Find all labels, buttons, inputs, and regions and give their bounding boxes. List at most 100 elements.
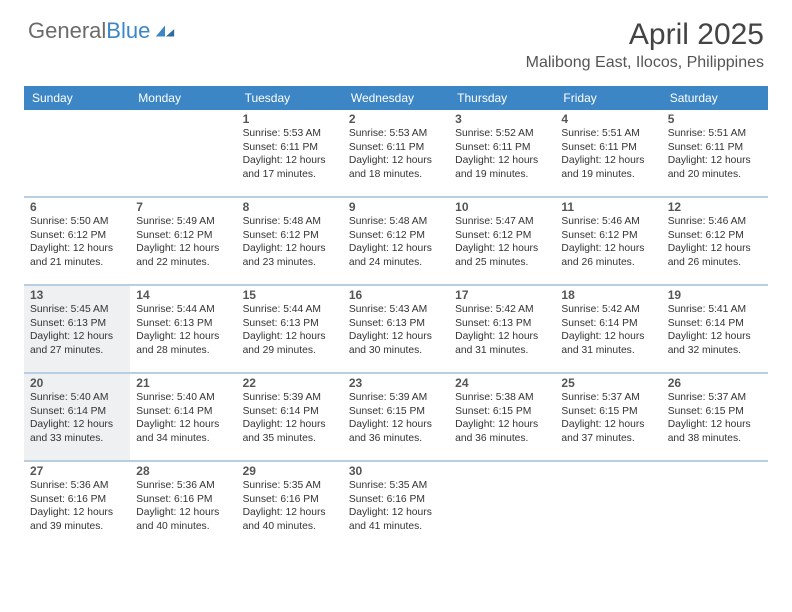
day-number: 21	[136, 376, 230, 390]
daylight-line1: Daylight: 12 hours	[668, 242, 762, 256]
sunset-text: Sunset: 6:11 PM	[561, 141, 655, 155]
day-number: 30	[349, 464, 443, 478]
day-number: 27	[30, 464, 124, 478]
calendar-cell: 3Sunrise: 5:52 AMSunset: 6:11 PMDaylight…	[449, 110, 555, 196]
brand-text: GeneralBlue	[28, 18, 150, 44]
sunset-text: Sunset: 6:16 PM	[136, 493, 230, 507]
calendar-cell: 24Sunrise: 5:38 AMSunset: 6:15 PMDayligh…	[449, 374, 555, 460]
dow-wednesday: Wednesday	[343, 86, 449, 110]
daylight-line2: and 32 minutes.	[668, 344, 762, 358]
calendar-cell: 23Sunrise: 5:39 AMSunset: 6:15 PMDayligh…	[343, 374, 449, 460]
calendar-cell: 17Sunrise: 5:42 AMSunset: 6:13 PMDayligh…	[449, 286, 555, 372]
daylight-line2: and 28 minutes.	[136, 344, 230, 358]
sunset-text: Sunset: 6:11 PM	[455, 141, 549, 155]
daylight-line1: Daylight: 12 hours	[455, 330, 549, 344]
daylight-line2: and 19 minutes.	[561, 168, 655, 182]
daylight-line1: Daylight: 12 hours	[668, 154, 762, 168]
daylight-line2: and 22 minutes.	[136, 256, 230, 270]
sunrise-text: Sunrise: 5:47 AM	[455, 215, 549, 229]
sunset-text: Sunset: 6:13 PM	[243, 317, 337, 331]
sunrise-text: Sunrise: 5:42 AM	[455, 303, 549, 317]
sunset-text: Sunset: 6:12 PM	[136, 229, 230, 243]
sunrise-text: Sunrise: 5:44 AM	[243, 303, 337, 317]
sunset-text: Sunset: 6:13 PM	[30, 317, 124, 331]
day-number: 20	[30, 376, 124, 390]
daylight-line2: and 20 minutes.	[668, 168, 762, 182]
calendar-cell: 27Sunrise: 5:36 AMSunset: 6:16 PMDayligh…	[24, 462, 130, 548]
sunrise-text: Sunrise: 5:37 AM	[561, 391, 655, 405]
sunset-text: Sunset: 6:16 PM	[30, 493, 124, 507]
daylight-line2: and 35 minutes.	[243, 432, 337, 446]
daylight-line1: Daylight: 12 hours	[30, 506, 124, 520]
day-number: 7	[136, 200, 230, 214]
day-number: 26	[668, 376, 762, 390]
calendar-cell: 25Sunrise: 5:37 AMSunset: 6:15 PMDayligh…	[555, 374, 661, 460]
day-number: 29	[243, 464, 337, 478]
daylight-line1: Daylight: 12 hours	[349, 242, 443, 256]
dow-sunday: Sunday	[24, 86, 130, 110]
daylight-line2: and 23 minutes.	[243, 256, 337, 270]
sunrise-text: Sunrise: 5:40 AM	[136, 391, 230, 405]
sunrise-text: Sunrise: 5:45 AM	[30, 303, 124, 317]
daylight-line1: Daylight: 12 hours	[561, 154, 655, 168]
calendar-cell	[24, 110, 130, 196]
calendar-cell: 12Sunrise: 5:46 AMSunset: 6:12 PMDayligh…	[662, 198, 768, 284]
dow-monday: Monday	[130, 86, 236, 110]
sunrise-text: Sunrise: 5:48 AM	[349, 215, 443, 229]
daylight-line2: and 24 minutes.	[349, 256, 443, 270]
day-number: 14	[136, 288, 230, 302]
daylight-line1: Daylight: 12 hours	[455, 154, 549, 168]
daylight-line2: and 31 minutes.	[561, 344, 655, 358]
daylight-line1: Daylight: 12 hours	[136, 418, 230, 432]
daylight-line2: and 26 minutes.	[668, 256, 762, 270]
calendar-cell: 6Sunrise: 5:50 AMSunset: 6:12 PMDaylight…	[24, 198, 130, 284]
sunrise-text: Sunrise: 5:38 AM	[455, 391, 549, 405]
day-number: 24	[455, 376, 549, 390]
daylight-line1: Daylight: 12 hours	[243, 330, 337, 344]
day-number: 25	[561, 376, 655, 390]
daylight-line2: and 21 minutes.	[30, 256, 124, 270]
calendar-cell: 14Sunrise: 5:44 AMSunset: 6:13 PMDayligh…	[130, 286, 236, 372]
sunrise-text: Sunrise: 5:52 AM	[455, 127, 549, 141]
daylight-line1: Daylight: 12 hours	[349, 418, 443, 432]
daylight-line2: and 36 minutes.	[349, 432, 443, 446]
sunset-text: Sunset: 6:15 PM	[668, 405, 762, 419]
dow-friday: Friday	[555, 86, 661, 110]
day-number: 4	[561, 112, 655, 126]
calendar-cell	[130, 110, 236, 196]
daylight-line1: Daylight: 12 hours	[30, 418, 124, 432]
sunrise-text: Sunrise: 5:37 AM	[668, 391, 762, 405]
month-title: April 2025	[526, 18, 764, 52]
sunset-text: Sunset: 6:12 PM	[243, 229, 337, 243]
sunset-text: Sunset: 6:16 PM	[349, 493, 443, 507]
daylight-line2: and 38 minutes.	[668, 432, 762, 446]
location-label: Malibong East, Ilocos, Philippines	[526, 54, 764, 72]
sunrise-text: Sunrise: 5:42 AM	[561, 303, 655, 317]
sunrise-text: Sunrise: 5:36 AM	[30, 479, 124, 493]
sunset-text: Sunset: 6:13 PM	[136, 317, 230, 331]
sunset-text: Sunset: 6:12 PM	[455, 229, 549, 243]
sunrise-text: Sunrise: 5:46 AM	[561, 215, 655, 229]
sunrise-text: Sunrise: 5:49 AM	[136, 215, 230, 229]
calendar-week: 6Sunrise: 5:50 AMSunset: 6:12 PMDaylight…	[24, 196, 768, 284]
daylight-line1: Daylight: 12 hours	[668, 330, 762, 344]
calendar-cell: 26Sunrise: 5:37 AMSunset: 6:15 PMDayligh…	[662, 374, 768, 460]
calendar-cell: 22Sunrise: 5:39 AMSunset: 6:14 PMDayligh…	[237, 374, 343, 460]
page-header: GeneralBlue April 2025 Malibong East, Il…	[0, 0, 792, 78]
calendar-cell	[555, 462, 661, 548]
day-number: 28	[136, 464, 230, 478]
daylight-line2: and 17 minutes.	[243, 168, 337, 182]
day-number: 9	[349, 200, 443, 214]
sunrise-text: Sunrise: 5:51 AM	[561, 127, 655, 141]
daylight-line1: Daylight: 12 hours	[136, 242, 230, 256]
sunrise-text: Sunrise: 5:48 AM	[243, 215, 337, 229]
sunrise-text: Sunrise: 5:53 AM	[243, 127, 337, 141]
calendar-week: 27Sunrise: 5:36 AMSunset: 6:16 PMDayligh…	[24, 460, 768, 548]
calendar: Sunday Monday Tuesday Wednesday Thursday…	[24, 86, 768, 548]
sunset-text: Sunset: 6:16 PM	[243, 493, 337, 507]
calendar-cell: 9Sunrise: 5:48 AMSunset: 6:12 PMDaylight…	[343, 198, 449, 284]
sunset-text: Sunset: 6:14 PM	[668, 317, 762, 331]
daylight-line1: Daylight: 12 hours	[349, 506, 443, 520]
daylight-line2: and 26 minutes.	[561, 256, 655, 270]
sunrise-text: Sunrise: 5:41 AM	[668, 303, 762, 317]
